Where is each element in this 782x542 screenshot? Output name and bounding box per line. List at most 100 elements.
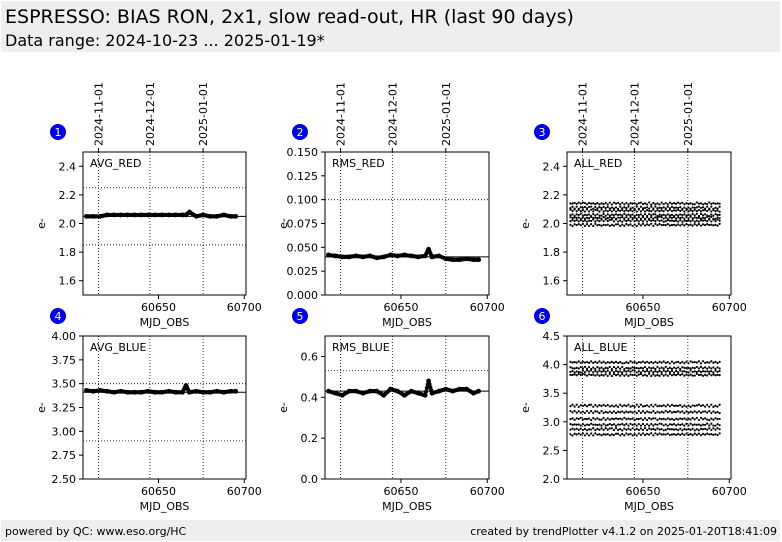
band-point — [716, 366, 719, 369]
band-point — [625, 214, 628, 217]
band-point — [670, 374, 674, 377]
band-point — [631, 218, 634, 221]
band-point — [650, 222, 653, 225]
band-point — [616, 373, 620, 376]
band-point — [598, 369, 601, 372]
band-point — [683, 433, 686, 437]
band-point — [656, 418, 659, 422]
band-point — [583, 373, 587, 376]
band-point — [569, 418, 572, 421]
band-point — [679, 209, 682, 212]
y-tick-label: 3.0 — [543, 416, 561, 429]
band-point — [695, 411, 698, 414]
band-point — [683, 362, 686, 365]
band-point — [643, 427, 647, 430]
band-point — [656, 218, 659, 221]
band-point — [635, 374, 638, 377]
band-point — [587, 370, 591, 373]
band-point — [602, 433, 605, 436]
band-point — [706, 370, 709, 373]
band-point — [590, 373, 593, 377]
band-point — [662, 424, 665, 427]
x-tick-label: 60700 — [470, 301, 505, 314]
band-point — [704, 410, 707, 413]
band-point — [672, 428, 676, 431]
band-point — [614, 373, 618, 377]
band-point — [600, 214, 603, 217]
band-point — [660, 422, 663, 426]
band-point — [714, 213, 717, 216]
band-point — [583, 365, 587, 368]
band-point — [666, 432, 669, 435]
band-point — [693, 361, 696, 364]
band-point — [627, 369, 630, 372]
band-point — [581, 222, 584, 226]
band-point — [575, 374, 578, 377]
band-point — [660, 418, 663, 421]
band-point — [643, 213, 647, 216]
band-point — [704, 224, 707, 227]
band-point — [575, 219, 578, 222]
band-point — [666, 403, 669, 406]
band-point — [652, 366, 655, 369]
band-point — [621, 362, 624, 365]
band-point — [577, 372, 580, 376]
band-point — [654, 213, 657, 216]
band-point — [687, 206, 690, 209]
band-point — [670, 216, 674, 219]
band-point — [608, 201, 611, 204]
band-point — [608, 361, 611, 364]
band-point — [592, 411, 595, 414]
band-point — [670, 403, 674, 406]
band-point — [577, 428, 580, 432]
band-point — [664, 433, 667, 436]
band-point — [716, 216, 719, 219]
y-tick-label: 2.75 — [52, 449, 77, 462]
band-point — [598, 428, 601, 431]
band-point — [683, 210, 686, 213]
band-point — [699, 404, 703, 408]
band-point — [606, 428, 609, 431]
y-tick-label: 2.0 — [543, 218, 561, 231]
band-point — [706, 219, 709, 223]
band-point — [672, 373, 676, 376]
band-point — [668, 371, 671, 374]
band-point — [569, 422, 572, 426]
band-point — [699, 411, 703, 414]
band-point — [629, 422, 632, 425]
band-point — [610, 218, 613, 221]
band-point — [706, 205, 709, 208]
band-point — [666, 360, 669, 364]
band-point — [654, 222, 657, 225]
band-point — [662, 213, 665, 216]
band-point — [619, 209, 622, 212]
band-point — [621, 215, 624, 219]
band-point — [627, 374, 630, 378]
band-point — [569, 409, 572, 413]
band-point — [600, 427, 603, 430]
panel-number-badge — [292, 124, 308, 140]
band-point — [577, 371, 580, 374]
band-point — [710, 428, 713, 432]
band-point — [660, 206, 663, 210]
band-point — [646, 428, 649, 432]
band-point — [614, 417, 618, 420]
band-point — [681, 429, 684, 432]
band-point — [596, 201, 599, 205]
band-point — [594, 220, 597, 223]
y-tick-label: 0.050 — [287, 241, 319, 254]
band-point — [706, 422, 709, 425]
band-point — [621, 410, 624, 413]
band-point — [569, 428, 572, 431]
band-point — [614, 424, 618, 427]
band-point — [652, 224, 655, 227]
band-point — [569, 366, 572, 369]
band-point — [575, 213, 578, 216]
band-point — [577, 417, 580, 421]
band-point — [587, 361, 591, 364]
band-point — [708, 366, 711, 369]
band-point — [623, 218, 626, 222]
band-point — [616, 428, 620, 432]
band-point — [600, 224, 603, 227]
band-point — [631, 404, 634, 407]
